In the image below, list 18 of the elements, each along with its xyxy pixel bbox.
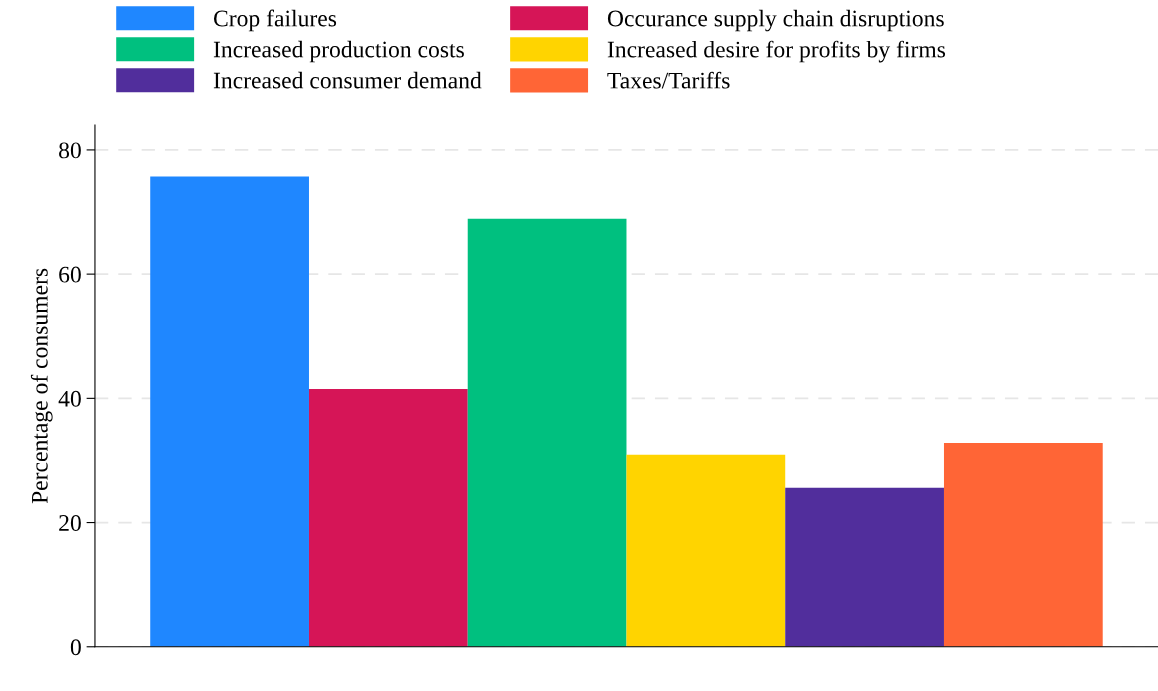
- legend-label: Increased consumer demand: [213, 71, 482, 89]
- y-tick-label: 40: [58, 390, 81, 407]
- y-tick-label: 80: [59, 142, 81, 159]
- bar: [943, 443, 1103, 647]
- bar: [467, 218, 627, 647]
- y-tick-label: 60: [59, 266, 81, 283]
- legend-label: Increased production costs: [213, 40, 464, 63]
- y-tick-label: 0: [70, 639, 81, 656]
- bar: [150, 176, 309, 647]
- bar: [626, 454, 786, 647]
- legend-label: Taxes/Tariffs: [607, 71, 730, 89]
- legend-label: Crop failures: [213, 9, 337, 32]
- bar: [785, 487, 944, 647]
- legend-label: Occurance supply chain disruptions: [607, 9, 944, 32]
- y-tick-label: 20: [59, 515, 81, 531]
- y-axis-title: Percentage of consumers: [30, 268, 53, 504]
- legend-label: Increased desire for profits by firms: [607, 40, 946, 63]
- bar: [308, 389, 468, 647]
